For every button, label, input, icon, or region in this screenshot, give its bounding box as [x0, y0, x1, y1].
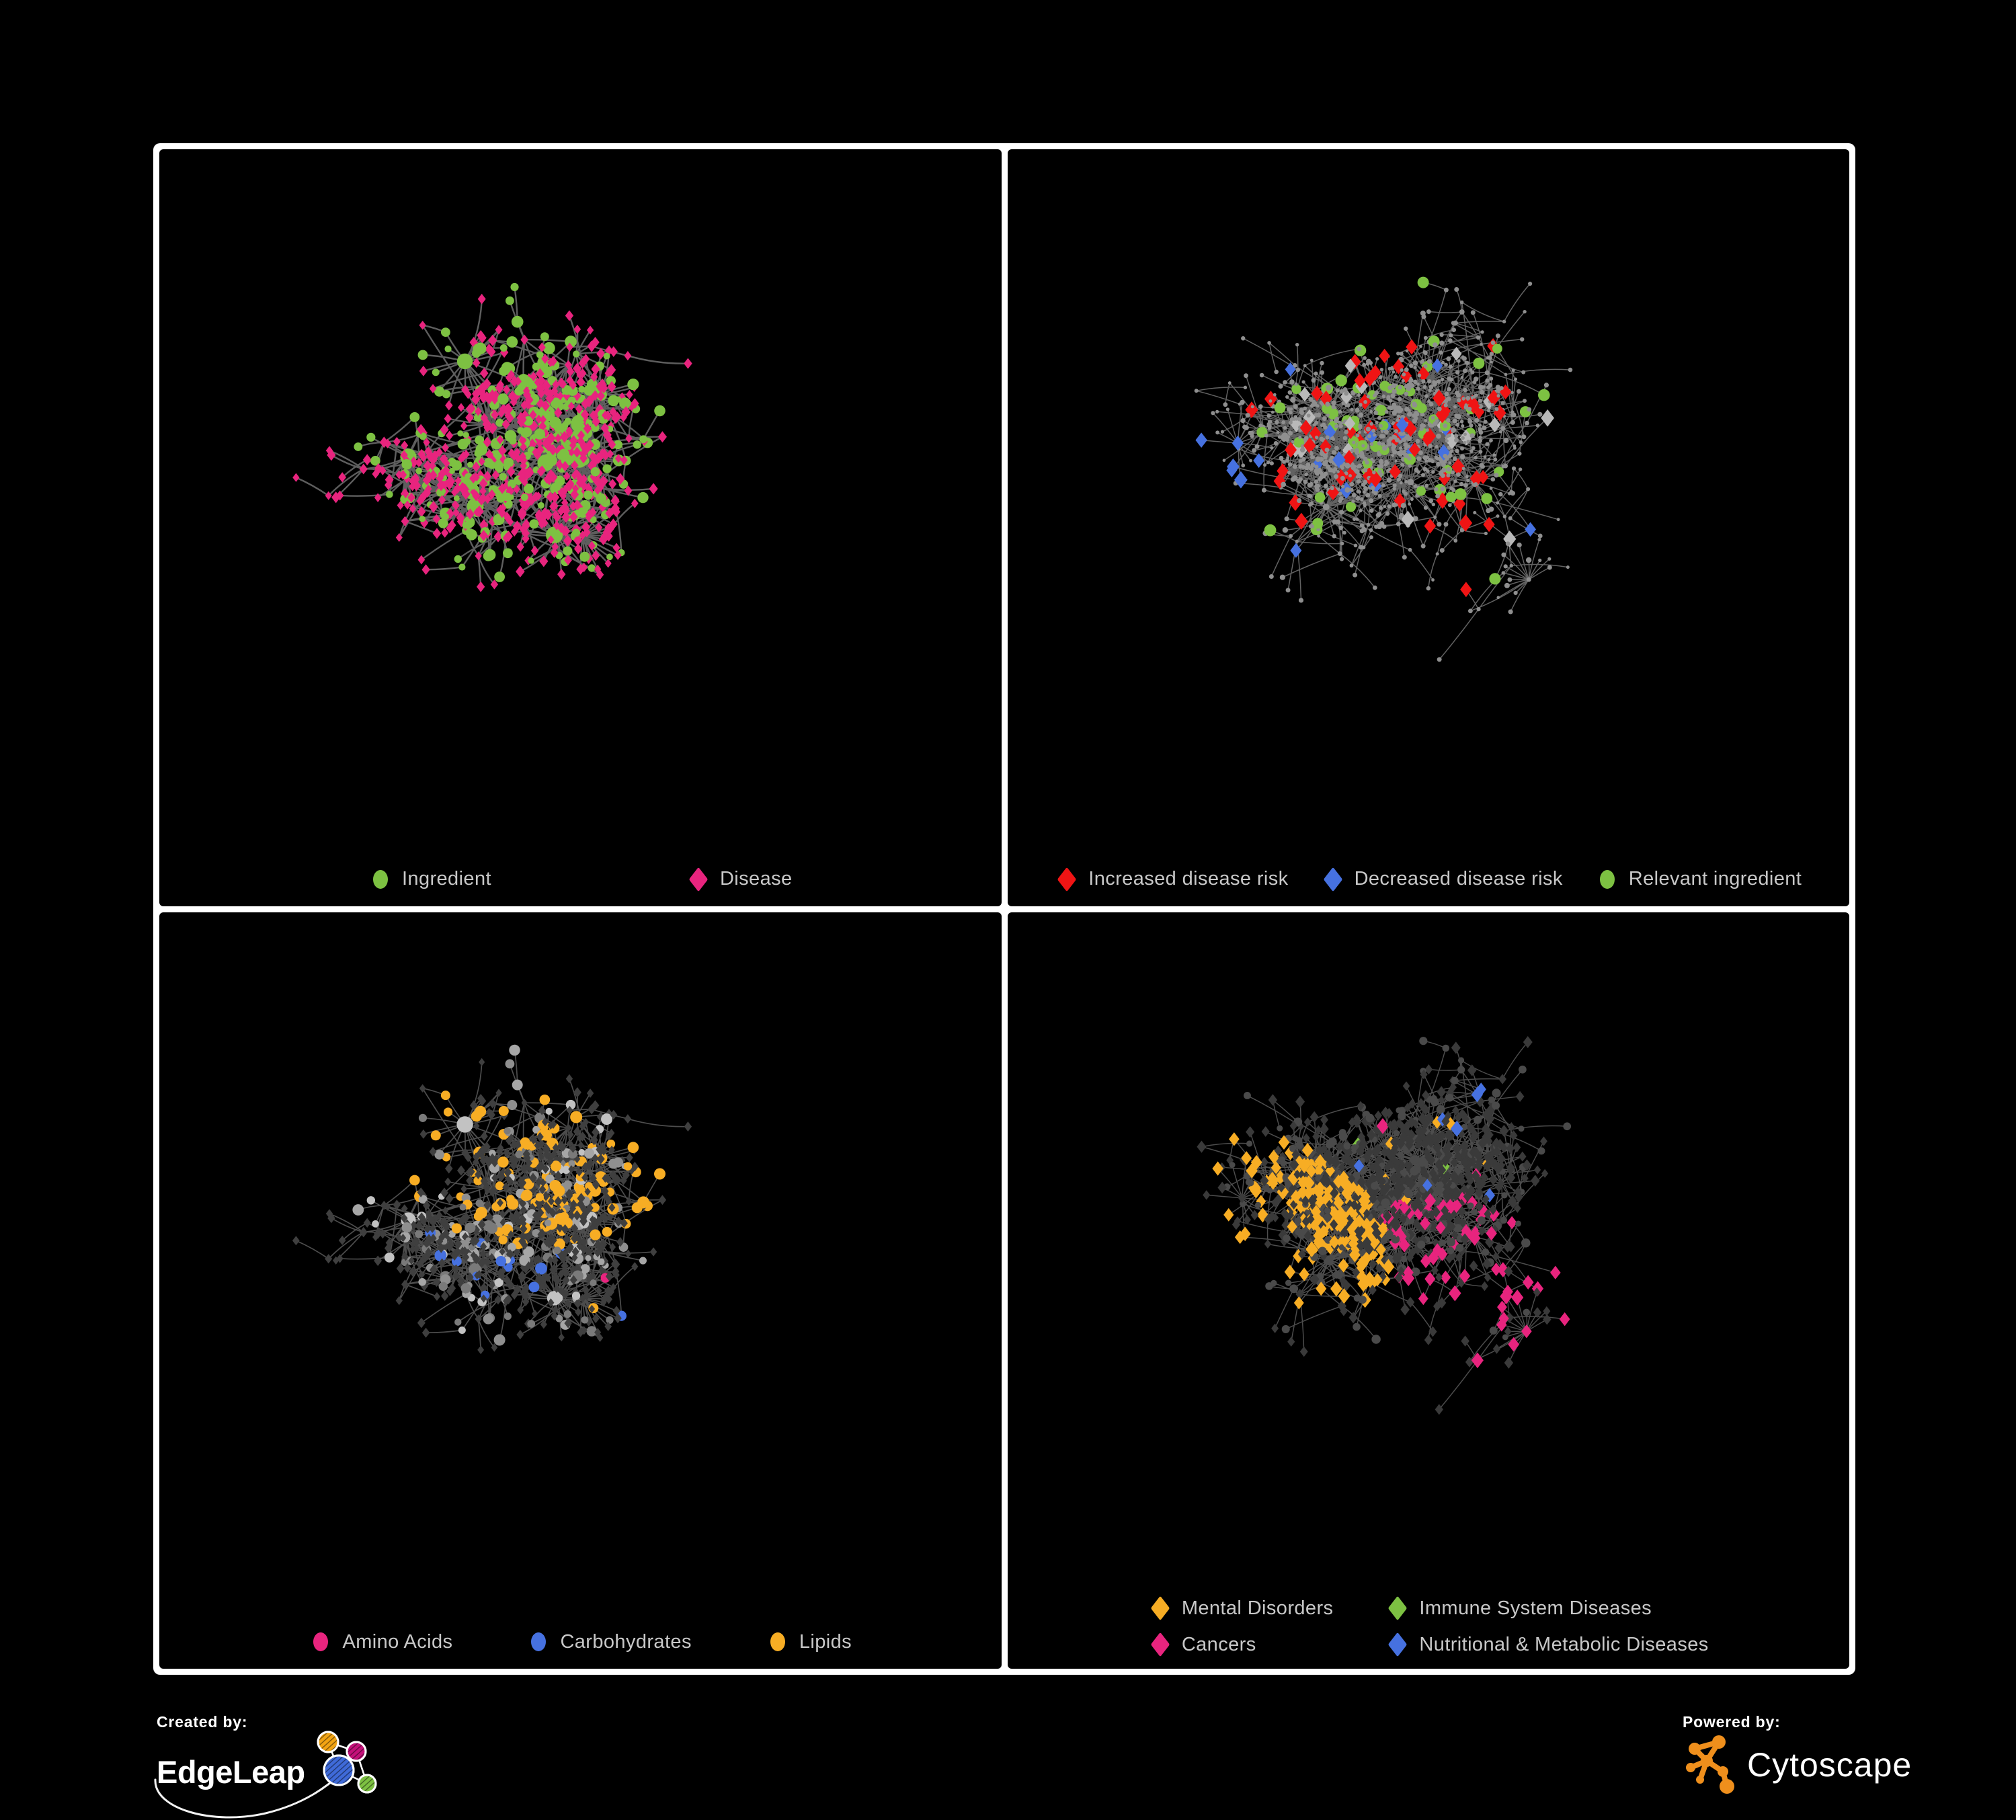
cytoscape-wordmark: Cytoscape	[1747, 1746, 1912, 1784]
edgeleap-wordmark: EdgeLeap	[157, 1753, 305, 1790]
figure-grid: Ingredient Disease Increased disease ris…	[153, 143, 1855, 1675]
immune-system-diseases-diamond-swatch-icon	[1385, 1595, 1410, 1621]
mental-disorders-diamond-swatch-icon	[1148, 1595, 1172, 1621]
legend-disease-risk: Increased disease risk Decreased disease…	[1008, 867, 1850, 892]
legend-item-immune-system-diseases: Immune System Diseases	[1385, 1595, 1708, 1621]
increased-risk-diamond-swatch-icon	[1055, 867, 1079, 892]
legend-label: Immune System Diseases	[1419, 1597, 1652, 1619]
legend-ingredient-disease: Ingredient Disease	[159, 867, 1002, 892]
powered-by-block: Powered by:	[1683, 1713, 1965, 1818]
legend-item-lipids: Lipids	[766, 1630, 852, 1654]
legend-nutrient-classes: Amino Acids Carbohydrates Lipids	[159, 1630, 1002, 1654]
legend-label: Lipids	[799, 1630, 852, 1653]
nutrient-classes-network-graph	[292, 1044, 692, 1354]
legend-label: Ingredient	[401, 868, 491, 889]
legend-label: Carbohydrates	[560, 1630, 692, 1653]
legend-item-ingredient: Ingredient	[368, 867, 491, 892]
legend-disease-categories: Mental Disorders Immune System Diseases …	[1008, 1595, 1850, 1657]
legend-item-decreased-risk: Decreased disease risk	[1321, 867, 1563, 892]
panel-disease-risk: Increased disease risk Decreased disease…	[1007, 149, 1850, 906]
legend-label: Mental Disorders	[1181, 1597, 1334, 1619]
legend-item-disease: Disease	[686, 867, 793, 892]
created-by-block: Created by: EdgeLeap	[154, 1713, 412, 1819]
legend-label: Disease	[719, 868, 793, 889]
cancers-diamond-swatch-icon	[1148, 1632, 1172, 1657]
panel-ingredient-disease: Ingredient Disease	[159, 149, 1002, 906]
legend-item-increased-risk: Increased disease risk	[1055, 867, 1288, 892]
powered-by-label: Powered by:	[1683, 1713, 1781, 1731]
legend-item-relevant-ingredient: Relevant ingredient	[1595, 867, 1802, 892]
ingredient-disease-network-graph	[292, 282, 692, 592]
legend-item-nutritional-metabolic-diseases: Nutritional & Metabolic Diseases	[1385, 1632, 1708, 1657]
legend-item-cancers: Cancers	[1148, 1632, 1334, 1657]
legend-label: Increased disease risk	[1088, 868, 1289, 889]
created-by-label: Created by:	[157, 1713, 248, 1731]
cytoscape-network-icon	[1686, 1735, 1734, 1794]
amino-acids-circle-swatch-icon	[309, 1630, 333, 1654]
legend-item-amino-acids: Amino Acids	[309, 1630, 452, 1654]
cytoscape-logo: Cytoscape	[1683, 1734, 1965, 1796]
disease-risk-network-graph	[1194, 276, 1572, 662]
disease-categories-network-graph	[1196, 1035, 1571, 1415]
legend-item-mental-disorders: Mental Disorders	[1148, 1595, 1334, 1621]
relevant-ingredient-circle-swatch-icon	[1595, 867, 1619, 892]
panel-disease-categories: Mental Disorders Immune System Diseases …	[1007, 912, 1850, 1669]
decreased-risk-diamond-swatch-icon	[1321, 867, 1345, 892]
ingredient-circle-swatch-icon	[368, 867, 393, 892]
legend-label: Cancers	[1181, 1633, 1256, 1655]
carbohydrates-circle-swatch-icon	[526, 1630, 551, 1654]
edgeleap-logo: EdgeLeap	[154, 1731, 412, 1819]
legend-label: Nutritional & Metabolic Diseases	[1419, 1633, 1709, 1655]
lipids-circle-swatch-icon	[766, 1630, 790, 1654]
disease-diamond-swatch-icon	[686, 867, 711, 892]
legend-item-carbohydrates: Carbohydrates	[526, 1630, 691, 1654]
panel-nutrient-classes: Amino Acids Carbohydrates Lipids	[159, 912, 1002, 1669]
edgeleap-network-icon	[317, 1731, 377, 1794]
legend-label: Decreased disease risk	[1354, 868, 1563, 889]
legend-label: Relevant ingredient	[1628, 868, 1802, 889]
legend-label: Amino Acids	[342, 1630, 453, 1653]
nutritional-metabolic-diseases-diamond-swatch-icon	[1385, 1632, 1410, 1657]
